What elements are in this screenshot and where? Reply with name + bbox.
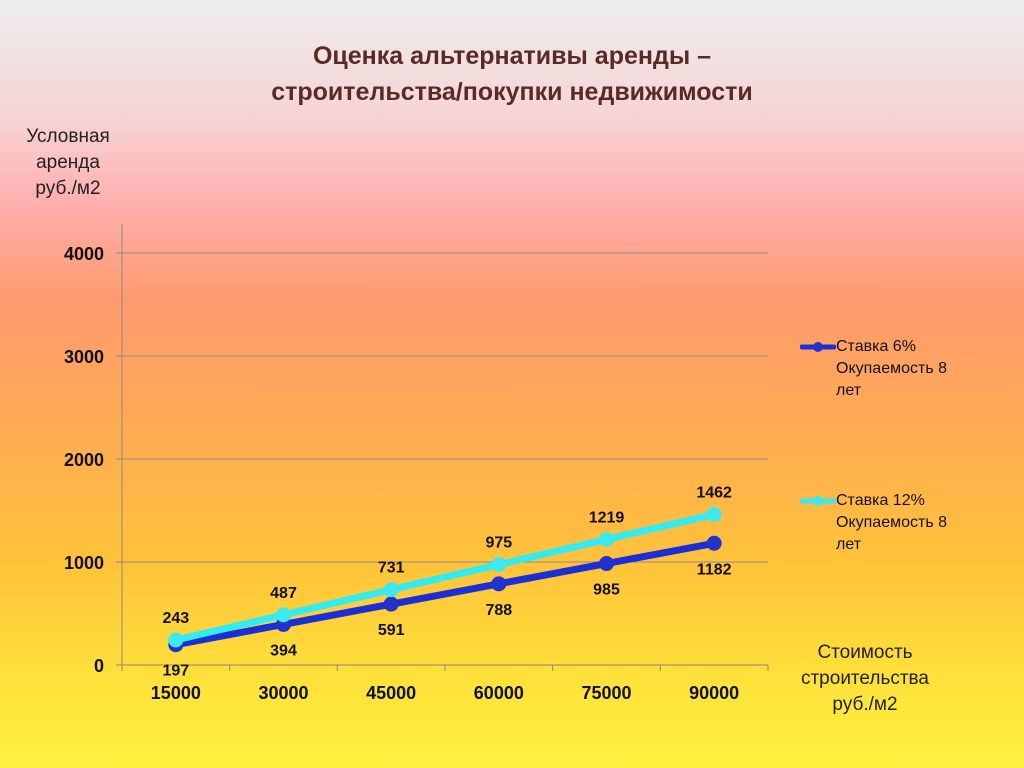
series-1-line — [172, 539, 718, 649]
series-1-point-6 — [706, 535, 722, 551]
series-2-data-label-2: 487 — [270, 585, 297, 602]
series-2-data-label-4: 975 — [485, 535, 512, 552]
legend-label-series-1-line-3: лет — [836, 382, 862, 399]
series-1-data-label-5: 985 — [593, 582, 620, 599]
y-tick-label-2000: 2000 — [64, 450, 104, 470]
y-axis-label: Условная аренда руб./м2 — [8, 124, 128, 202]
legend-swatch-series-1 — [800, 342, 836, 352]
series-2-line — [172, 510, 718, 644]
x-tick-label-45000: 45000 — [366, 683, 416, 703]
legend-label-series-1: Ставка 6% Окупаемость 8 лет — [836, 336, 986, 402]
series-2-point-3 — [383, 582, 399, 598]
series-2-point-5 — [599, 531, 614, 547]
y-axis-label-line-3: руб./м2 — [35, 178, 101, 199]
y-tick-label-0: 0 — [94, 656, 104, 676]
legend-label-series-1-line-2: Окупаемость 8 — [836, 360, 947, 377]
series-1-data-label-2: 394 — [270, 642, 297, 659]
y-axis-label-line-1: Условная — [26, 126, 110, 147]
series-2-point-1 — [168, 632, 184, 648]
x-axis-label: Стоимость строительства руб./м2 — [780, 640, 950, 718]
legend-label-series-2-line-1: Ставка 12% — [836, 492, 925, 509]
series-2-data-label-1: 243 — [162, 610, 189, 627]
x-axis-label-line-1: Стоимость — [817, 642, 913, 663]
series-2-data-label-6: 1462 — [696, 484, 732, 501]
chart-title-line-2: строительства/покупки недвижимости — [271, 78, 753, 106]
series-2-data-label-5: 1219 — [589, 509, 625, 526]
series-2-data-label-3: 731 — [378, 560, 405, 577]
legend-swatch-series-2 — [800, 496, 836, 506]
x-tick-label-30000: 30000 — [258, 683, 308, 703]
legend-label-series-1-line-1: Ставка 6% — [836, 338, 916, 355]
y-tick-label-1000: 1000 — [64, 553, 104, 573]
legend-label-series-2: Ставка 12% Окупаемость 8 лет — [836, 490, 986, 556]
x-tick-label-90000: 90000 — [689, 683, 739, 703]
legend-label-series-2-line-3: лет — [836, 536, 862, 553]
chart-title: Оценка альтернативы аренды – строительст… — [112, 38, 912, 110]
legend-label-series-2-line-2: Окупаемость 8 — [836, 514, 947, 531]
x-tick-label-60000: 60000 — [474, 683, 524, 703]
series-1-point-4 — [491, 576, 507, 592]
series-1-point-5 — [599, 556, 614, 572]
y-tick-label-3000: 3000 — [64, 347, 104, 367]
x-axis-label-line-2: строительства — [800, 668, 929, 689]
series-2-point-2 — [276, 607, 291, 623]
x-axis-label-line-3: руб./м2 — [832, 694, 898, 715]
series-1-data-label-6: 1182 — [697, 561, 732, 578]
series-1-data-label-3: 591 — [378, 622, 405, 639]
series-2-point-4 — [491, 557, 507, 573]
x-tick-label-15000: 15000 — [151, 683, 201, 703]
chart-title-line-1: Оценка альтернативы аренды – — [312, 42, 712, 70]
series-1-data-label-4: 788 — [485, 602, 512, 619]
series-1-point-3 — [383, 596, 399, 612]
y-tick-label-4000: 4000 — [64, 244, 104, 264]
y-axis-label-line-2: аренда — [36, 152, 100, 173]
series-2-point-6 — [706, 506, 722, 522]
x-tick-label-75000: 75000 — [581, 683, 631, 703]
series-1-data-label-1: 197 — [162, 663, 189, 680]
